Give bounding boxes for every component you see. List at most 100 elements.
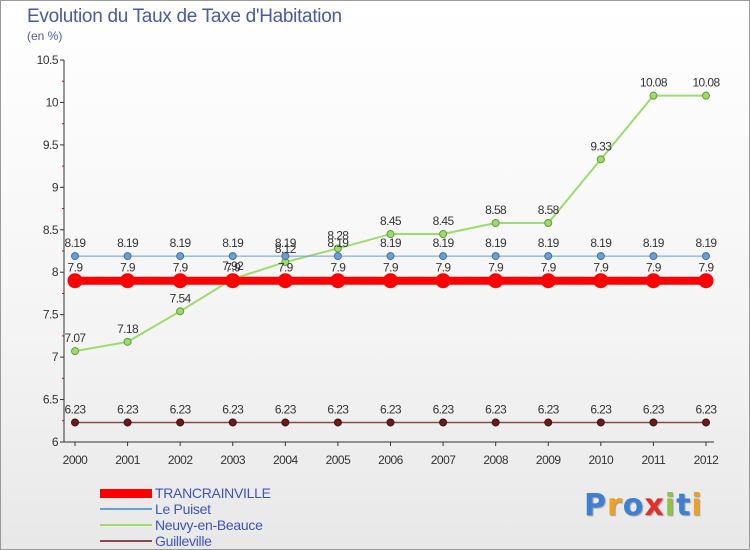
data-label: 7.9 bbox=[646, 261, 662, 275]
x-tick-label: 2005 bbox=[326, 453, 352, 467]
chart-subtitle: (en %) bbox=[27, 29, 63, 43]
data-point bbox=[540, 273, 556, 289]
data-label: 7.18 bbox=[117, 322, 139, 336]
data-point bbox=[71, 347, 79, 356]
data-label: 6.23 bbox=[222, 402, 244, 416]
data-label: 8.19 bbox=[327, 236, 349, 250]
y-tick-label: 10.5 bbox=[37, 53, 59, 67]
chart-title: Evolution du Taux de Taxe d'Habitation bbox=[27, 6, 342, 27]
data-label: 7.9 bbox=[699, 261, 715, 275]
data-label: 7.9 bbox=[173, 261, 189, 275]
data-point bbox=[123, 337, 132, 346]
data-point bbox=[228, 418, 237, 427]
data-label: 9.33 bbox=[590, 139, 612, 153]
data-label: 7.9 bbox=[383, 261, 399, 275]
y-tick-label: 8 bbox=[52, 265, 59, 279]
y-tick-label: 9 bbox=[52, 180, 59, 194]
data-point bbox=[491, 252, 500, 261]
legend-swatch bbox=[100, 540, 152, 542]
x-tick-label: 2008 bbox=[483, 453, 509, 467]
data-label: 8.19 bbox=[590, 236, 612, 250]
data-label: 6.23 bbox=[433, 402, 455, 416]
data-point bbox=[593, 273, 609, 289]
x-tick-label: 2004 bbox=[273, 453, 299, 467]
x-tick-label: 2010 bbox=[588, 453, 614, 467]
data-point bbox=[71, 418, 79, 427]
data-label: 8.19 bbox=[643, 236, 665, 250]
data-label: 6.23 bbox=[275, 402, 297, 416]
x-tick-label: 2012 bbox=[694, 453, 720, 467]
data-label: 7.9 bbox=[436, 261, 452, 275]
data-point bbox=[544, 218, 553, 227]
data-label: 6.23 bbox=[538, 402, 560, 416]
data-point bbox=[333, 244, 342, 253]
y-tick-label: 8.5 bbox=[43, 223, 59, 237]
data-label: 6.23 bbox=[170, 402, 192, 416]
data-label: 6.23 bbox=[590, 402, 612, 416]
legend-swatch bbox=[100, 488, 152, 498]
data-label: 8.58 bbox=[485, 203, 507, 217]
data-point bbox=[488, 273, 504, 289]
data-label: 7.9 bbox=[68, 261, 84, 275]
data-label: 8.19 bbox=[275, 236, 297, 250]
data-label: 8.58 bbox=[538, 203, 560, 217]
data-point bbox=[439, 252, 448, 261]
data-label: 8.19 bbox=[222, 236, 244, 250]
data-point bbox=[386, 252, 395, 261]
data-label: 7.9 bbox=[120, 261, 136, 275]
data-label: 7.9 bbox=[330, 261, 346, 275]
proxiti-logo: Proxiti bbox=[584, 488, 703, 523]
data-label: 7.92 bbox=[222, 259, 244, 273]
logo-letter: P bbox=[584, 488, 607, 523]
logo-letter: i bbox=[664, 488, 677, 523]
data-point bbox=[649, 91, 658, 100]
data-label: 8.19 bbox=[433, 236, 455, 250]
legend-swatch bbox=[100, 508, 152, 510]
y-tick-label: 6.5 bbox=[43, 393, 59, 407]
data-label: 8.19 bbox=[170, 236, 192, 250]
data-point bbox=[439, 418, 448, 427]
data-point bbox=[383, 273, 398, 289]
x-tick-label: 2003 bbox=[220, 453, 246, 467]
data-label: 6.23 bbox=[65, 402, 87, 416]
y-tick-label: 9.5 bbox=[43, 138, 59, 152]
data-point bbox=[281, 252, 290, 261]
data-point bbox=[544, 418, 553, 427]
data-label: 7.9 bbox=[278, 261, 294, 275]
data-label: 8.19 bbox=[65, 236, 87, 250]
data-point bbox=[123, 418, 132, 427]
data-point bbox=[596, 418, 605, 427]
legend-swatch bbox=[100, 524, 152, 526]
logo-letter: x bbox=[644, 488, 665, 523]
data-label: 7.54 bbox=[170, 291, 192, 305]
x-tick-label: 2011 bbox=[642, 453, 667, 467]
data-label: 8.12 bbox=[275, 242, 297, 256]
data-point bbox=[67, 273, 83, 289]
data-label: 7.9 bbox=[225, 261, 241, 275]
data-point bbox=[544, 252, 553, 261]
data-point bbox=[225, 273, 241, 289]
data-point bbox=[281, 418, 290, 427]
data-point bbox=[386, 230, 395, 239]
y-tick-label: 7 bbox=[52, 350, 59, 364]
data-label: 7.9 bbox=[488, 261, 504, 275]
data-label: 10.08 bbox=[692, 76, 720, 90]
data-label: 6.23 bbox=[485, 402, 507, 416]
data-point bbox=[333, 252, 342, 261]
data-point bbox=[596, 252, 605, 261]
data-point bbox=[491, 418, 500, 427]
y-tick-label: 7.5 bbox=[43, 308, 59, 322]
y-tick-label: 10 bbox=[46, 95, 59, 109]
data-label: 7.07 bbox=[65, 331, 87, 345]
data-point bbox=[172, 273, 188, 289]
legend-label: Neuvy-en-Beauce bbox=[155, 517, 263, 533]
data-point bbox=[386, 418, 395, 427]
data-label: 6.23 bbox=[327, 402, 349, 416]
data-point bbox=[176, 418, 185, 427]
data-point bbox=[702, 252, 710, 261]
data-point bbox=[333, 418, 342, 427]
data-point bbox=[176, 307, 185, 316]
data-point bbox=[491, 218, 500, 227]
data-point bbox=[649, 252, 658, 261]
legend-label: Guilleville bbox=[155, 533, 212, 549]
